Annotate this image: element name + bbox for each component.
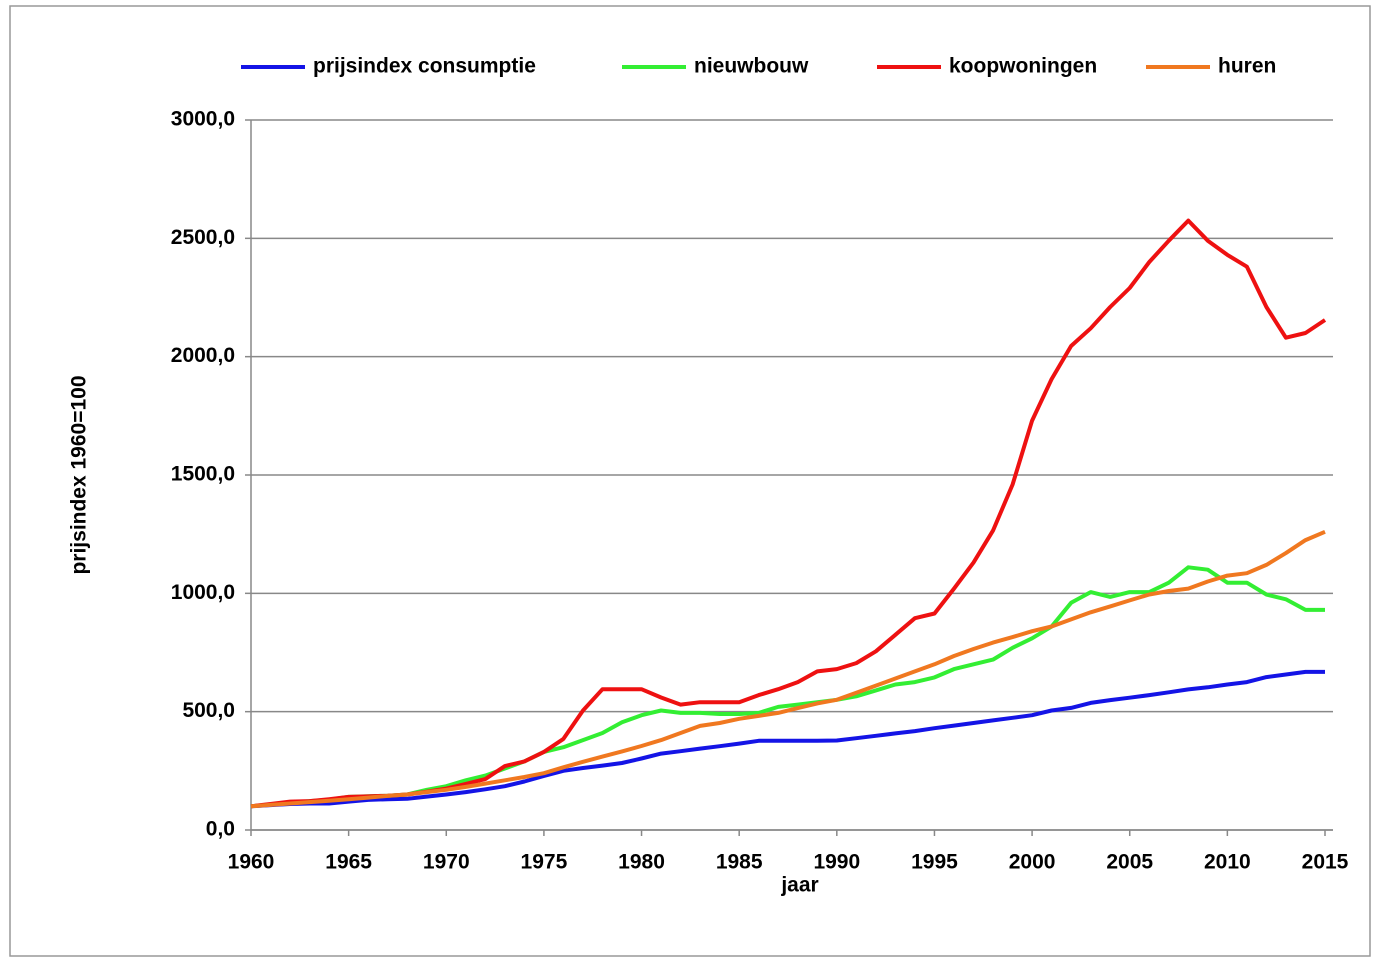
y-tick-label: 500,0 — [182, 699, 235, 722]
x-tick-label: 1960 — [228, 851, 275, 874]
x-tick-label: 1980 — [618, 851, 665, 874]
y-tick-label: 1000,0 — [171, 581, 235, 604]
chart-frame — [9, 5, 1371, 957]
legend-label: koopwoningen — [949, 55, 1097, 78]
x-tick-label: 2015 — [1302, 851, 1349, 874]
series-line — [250, 529, 1326, 809]
x-tick-label: 1995 — [911, 851, 958, 874]
x-tick-label: 1990 — [813, 851, 860, 874]
x-tick-label: 1985 — [716, 851, 763, 874]
x-tick-label: 2010 — [1204, 851, 1251, 874]
legend-label: huren — [1218, 55, 1276, 78]
y-axis-label: prijsindex 1960=100 — [68, 375, 91, 574]
x-tick-label: 1965 — [325, 851, 372, 874]
legend-label: nieuwbouw — [694, 55, 809, 78]
x-tick-label: 1975 — [521, 851, 568, 874]
x-tick-label: 1970 — [423, 851, 470, 874]
y-tick-label: 1500,0 — [171, 463, 235, 486]
y-tick-label: 2500,0 — [171, 226, 235, 249]
legend-label: prijsindex consumptie — [313, 55, 536, 78]
x-tick-label: 2000 — [1009, 851, 1056, 874]
y-tick-label: 3000,0 — [171, 108, 235, 131]
x-axis-label: jaar — [780, 874, 818, 897]
y-tick-label: 0,0 — [206, 818, 235, 841]
x-tick-label: 2005 — [1106, 851, 1153, 874]
series-line — [250, 669, 1325, 809]
y-tick-label: 2000,0 — [171, 344, 235, 367]
